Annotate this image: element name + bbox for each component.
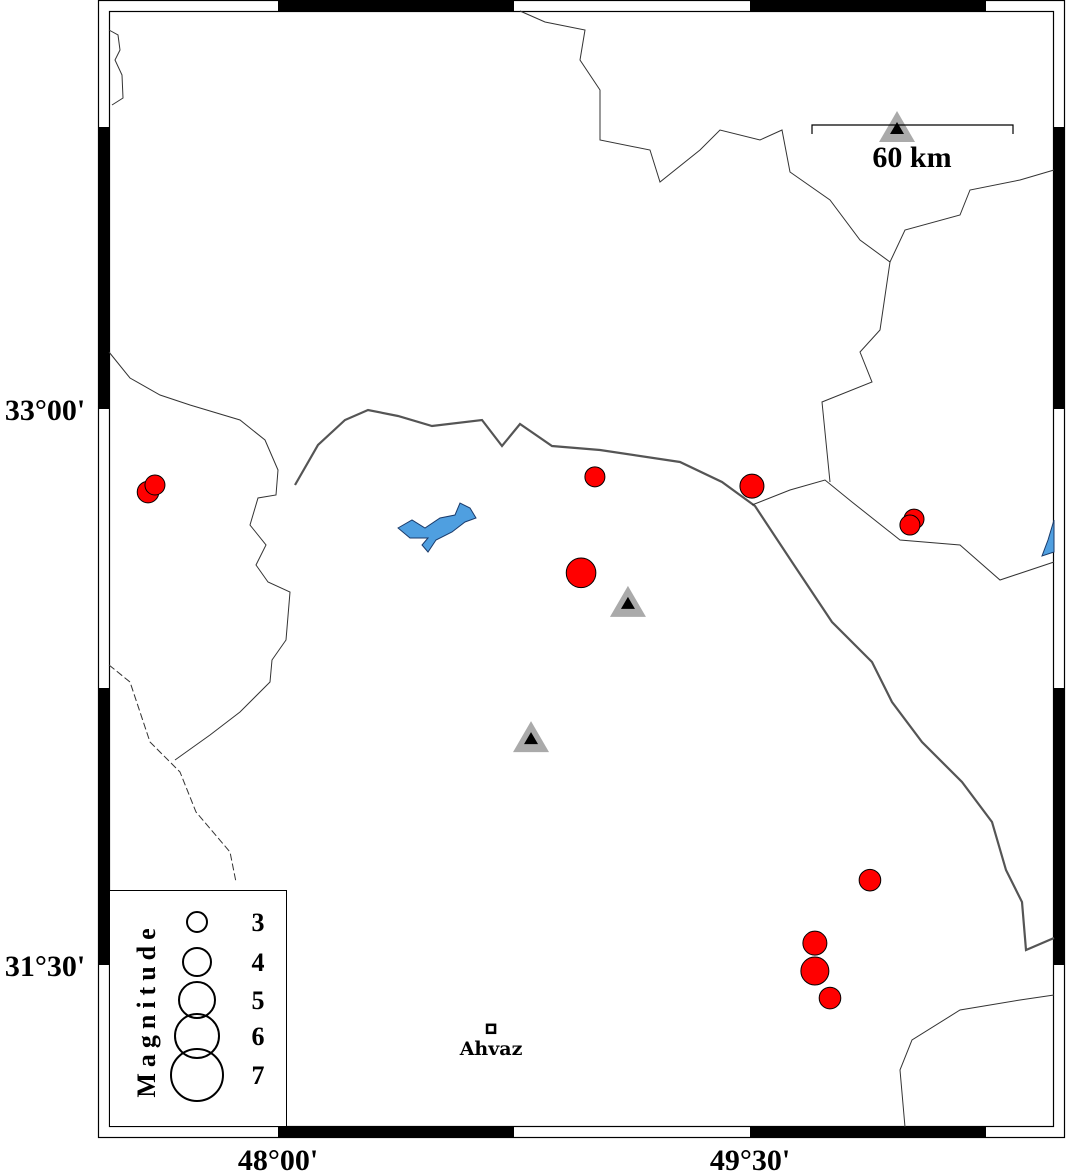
international-border — [108, 664, 237, 883]
legend-label: 5 — [252, 986, 265, 1015]
legend-circle — [174, 1013, 220, 1059]
legend-circle — [182, 947, 212, 977]
lake — [397, 502, 477, 553]
legend-label: 4 — [252, 948, 265, 977]
scale-bar-label: 60 km — [872, 141, 951, 174]
legend-circle — [186, 911, 208, 933]
earthquake-marker — [858, 868, 882, 892]
river — [294, 408, 1055, 952]
x-tick-label: 48°00' — [238, 1144, 318, 1176]
border-line — [108, 29, 124, 106]
borders-and-rivers — [108, 10, 1055, 1128]
lakes — [397, 502, 1055, 557]
cities: Ahvaz — [459, 1023, 523, 1060]
border-line — [519, 10, 1055, 263]
station-icon — [513, 721, 550, 753]
border-line — [751, 479, 1055, 581]
city-label: Ahvaz — [459, 1038, 523, 1060]
earthquake-marker — [584, 466, 606, 488]
legend-circle — [170, 1048, 224, 1102]
map-frame — [97, 0, 1066, 1139]
border-line — [899, 994, 1055, 1128]
legend-label: 6 — [252, 1022, 265, 1051]
earthquake-events — [136, 466, 925, 1010]
earthquake-marker — [802, 930, 828, 956]
earthquake-marker — [144, 474, 166, 496]
station-icon — [609, 585, 646, 617]
station-icon — [879, 111, 916, 143]
earthquake-marker — [565, 557, 597, 589]
earthquake-marker — [899, 514, 921, 536]
y-tick-label: 33°00' — [5, 394, 85, 427]
legend-label: 7 — [252, 1061, 265, 1090]
scale-bar — [811, 124, 1014, 134]
border-line — [108, 351, 291, 761]
y-tick-label: 31°30' — [5, 950, 85, 983]
lake — [1041, 519, 1055, 557]
earthquake-marker — [739, 473, 765, 499]
earthquake-marker — [800, 956, 830, 986]
seismic-stations — [513, 111, 916, 753]
earthquake-marker — [818, 986, 842, 1010]
legend-label: 3 — [252, 908, 265, 937]
border-line — [821, 261, 891, 483]
city-marker-icon — [485, 1023, 497, 1035]
magnitude-legend: Magnitude 3 4 5 6 7 — [109, 890, 287, 1127]
x-tick-label: 49°30' — [710, 1144, 790, 1176]
legend-title: Magnitude — [132, 922, 161, 1097]
legend-circle — [178, 981, 216, 1019]
